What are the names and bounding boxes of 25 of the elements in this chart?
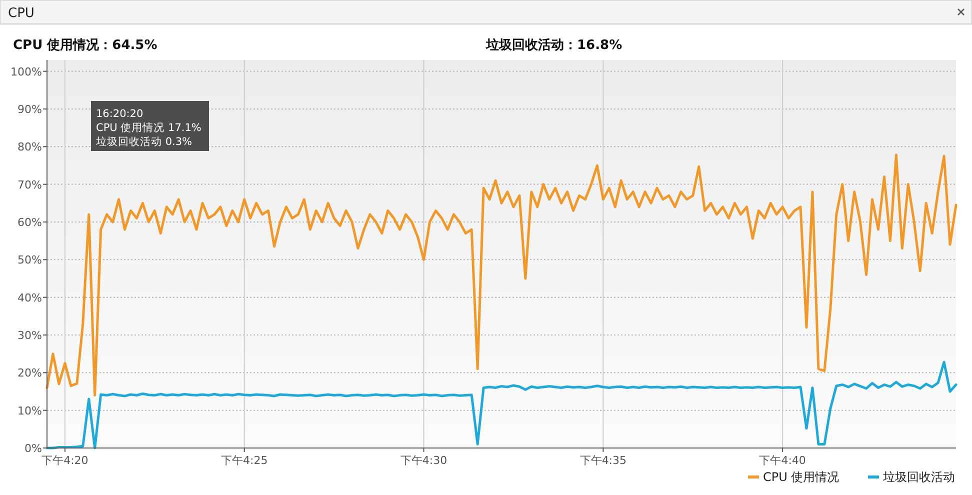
x-tick-label: 下午4:35	[580, 454, 627, 467]
x-tick-label: 下午4:20	[42, 454, 88, 467]
chart-title: CPU	[8, 6, 34, 21]
y-tick-label: 40%	[18, 291, 42, 304]
legend-label: CPU 使用情况	[763, 470, 840, 484]
annotation: CPU 使用情况 17.1%	[96, 121, 202, 134]
y-tick-label: 100%	[10, 65, 42, 78]
annotation: 16:20:20	[96, 108, 144, 120]
x-tick-label: 下午4:25	[220, 454, 268, 467]
text: CPU 使用情况：64.5%	[13, 38, 158, 53]
annotation: 垃圾回收活动 0.3%	[95, 135, 192, 148]
x-tick-label: 下午4:40	[759, 454, 806, 467]
y-tick-label: 90%	[18, 102, 42, 116]
y-tick-label: 0%	[24, 442, 42, 455]
text: 垃圾回收活动：16.8%	[485, 37, 622, 53]
legend-label: 垃圾回收活动	[882, 470, 955, 484]
y-tick-label: 70%	[18, 178, 42, 192]
y-tick-label: 30%	[18, 328, 42, 342]
y-tick-label: 60%	[18, 216, 42, 229]
x-tick-label: 下午4:30	[400, 454, 448, 467]
y-tick-label: 50%	[18, 254, 42, 267]
y-tick-label: 10%	[18, 404, 42, 418]
y-tick-label: 20%	[18, 366, 42, 380]
line-series	[46, 154, 958, 397]
y-tick-label: 80%	[18, 140, 42, 154]
